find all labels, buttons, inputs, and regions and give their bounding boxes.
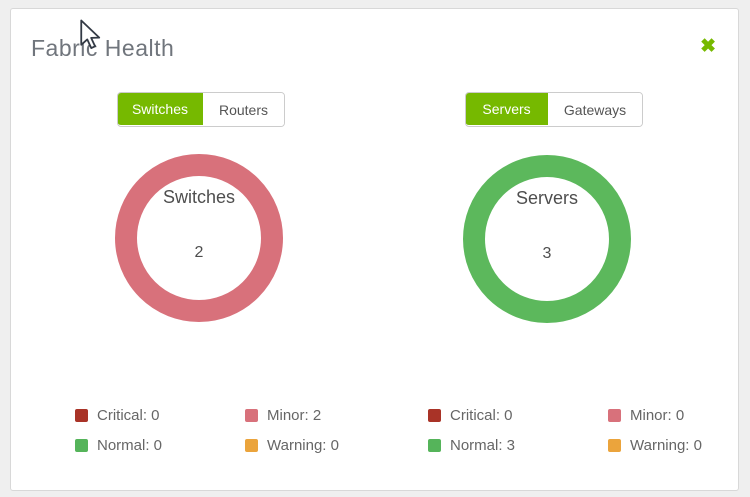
servers-gateways-toggle: Servers Gateways bbox=[465, 92, 643, 127]
legend-label: Warning: 0 bbox=[630, 436, 702, 454]
legend-item-normal: Normal: 0 bbox=[75, 434, 245, 456]
critical-swatch-icon bbox=[428, 408, 441, 422]
legend-item-minor: Minor: 0 bbox=[608, 404, 750, 426]
donut-center-value: 2 bbox=[194, 244, 204, 261]
page-title: Fabric Health bbox=[31, 35, 175, 61]
legend-item-critical: Critical: 0 bbox=[75, 404, 245, 426]
donut-ring-minor bbox=[115, 154, 283, 322]
legend-item-warning: Warning: 0 bbox=[608, 434, 750, 456]
normal-swatch-icon bbox=[428, 438, 441, 452]
legend-label: Critical: 0 bbox=[450, 406, 513, 424]
toggle-switches-button[interactable]: Switches bbox=[118, 93, 203, 125]
legend-label: Minor: 0 bbox=[630, 406, 685, 424]
legend-item-minor: Minor: 2 bbox=[245, 404, 415, 426]
servers-donut-chart: Servers 3 bbox=[463, 155, 631, 323]
switches-legend: Critical: 0 Minor: 2 Normal: 0 Warning: … bbox=[75, 404, 415, 464]
legend-label: Normal: 3 bbox=[450, 436, 516, 454]
legend-item-warning: Warning: 0 bbox=[245, 434, 415, 456]
legend-label: Normal: 0 bbox=[97, 436, 163, 454]
warning-swatch-icon bbox=[245, 438, 258, 452]
legend-label: Warning: 0 bbox=[267, 436, 339, 454]
close-icon[interactable]: ✖ bbox=[700, 36, 716, 57]
legend-label: Critical: 0 bbox=[97, 406, 160, 424]
toggle-gateways-button[interactable]: Gateways bbox=[548, 93, 642, 126]
servers-legend: Critical: 0 Minor: 0 Normal: 3 Warning: … bbox=[428, 404, 750, 464]
switches-routers-toggle: Switches Routers bbox=[117, 92, 285, 127]
minor-swatch-icon bbox=[608, 408, 621, 422]
critical-swatch-icon bbox=[75, 408, 88, 422]
donut-ring-normal bbox=[463, 155, 631, 323]
legend-item-critical: Critical: 0 bbox=[428, 404, 608, 426]
toggle-servers-button[interactable]: Servers bbox=[466, 93, 549, 125]
donut-center-label: Servers bbox=[515, 188, 578, 208]
switches-donut-chart: Switches 2 bbox=[115, 154, 283, 322]
fabric-health-dialog: Fabric Health ✖ Switches Routers Servers… bbox=[10, 8, 739, 491]
legend-item-normal: Normal: 3 bbox=[428, 434, 608, 456]
donut-center-value: 3 bbox=[542, 245, 552, 262]
donut-center-label: Switches bbox=[162, 187, 236, 207]
warning-swatch-icon bbox=[608, 438, 621, 452]
minor-swatch-icon bbox=[245, 408, 258, 422]
normal-swatch-icon bbox=[75, 438, 88, 452]
toggle-routers-button[interactable]: Routers bbox=[202, 93, 284, 126]
legend-label: Minor: 2 bbox=[267, 406, 322, 424]
